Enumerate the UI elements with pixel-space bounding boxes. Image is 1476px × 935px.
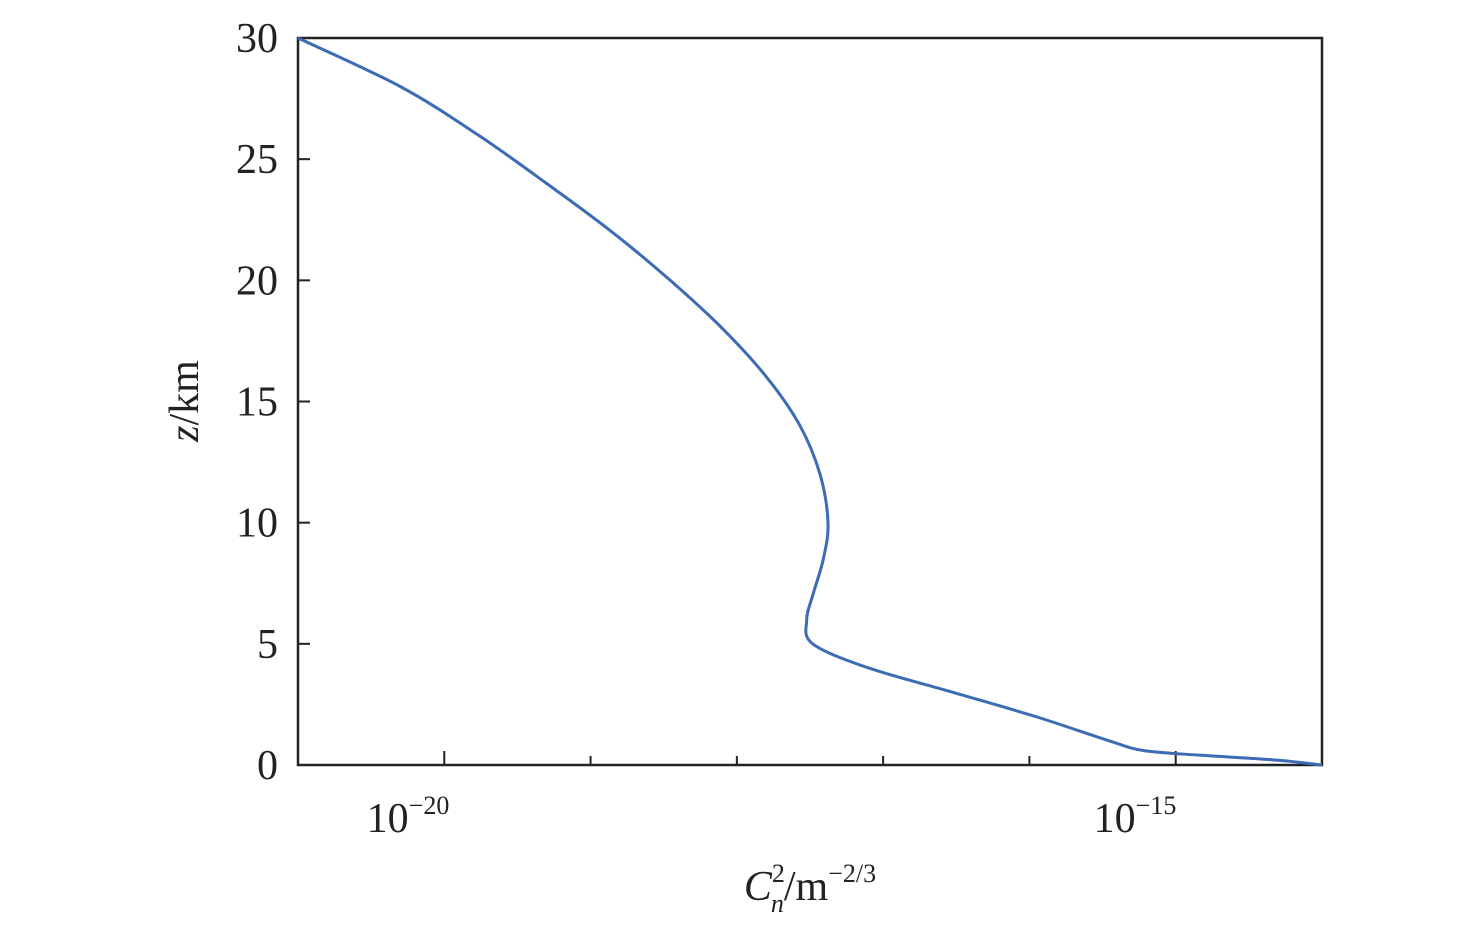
series-line xyxy=(297,36,1323,767)
y-tick-label-15: 15 xyxy=(236,380,278,426)
y-tick-label-5: 5 xyxy=(257,622,278,668)
y-tick-label-25: 25 xyxy=(236,137,278,183)
y-axis-label: z/km xyxy=(162,360,208,443)
y-tick-label-10: 10 xyxy=(236,501,278,547)
plot-frame xyxy=(296,36,1324,767)
y-tick-label-30: 30 xyxy=(236,16,278,62)
x-axis-ticks xyxy=(443,751,1177,765)
x-tick-label-1e-15: 10−15 xyxy=(1094,791,1177,842)
x-tick-label-1e-20: 10−20 xyxy=(367,791,450,842)
y-tick-label-20: 20 xyxy=(236,258,278,304)
y-axis-ticks: 0 5 10 15 20 25 30 xyxy=(236,16,310,789)
x-axis-label: C2 n/m−2/3 xyxy=(744,859,876,918)
y-tick-label-0: 0 xyxy=(257,743,278,789)
